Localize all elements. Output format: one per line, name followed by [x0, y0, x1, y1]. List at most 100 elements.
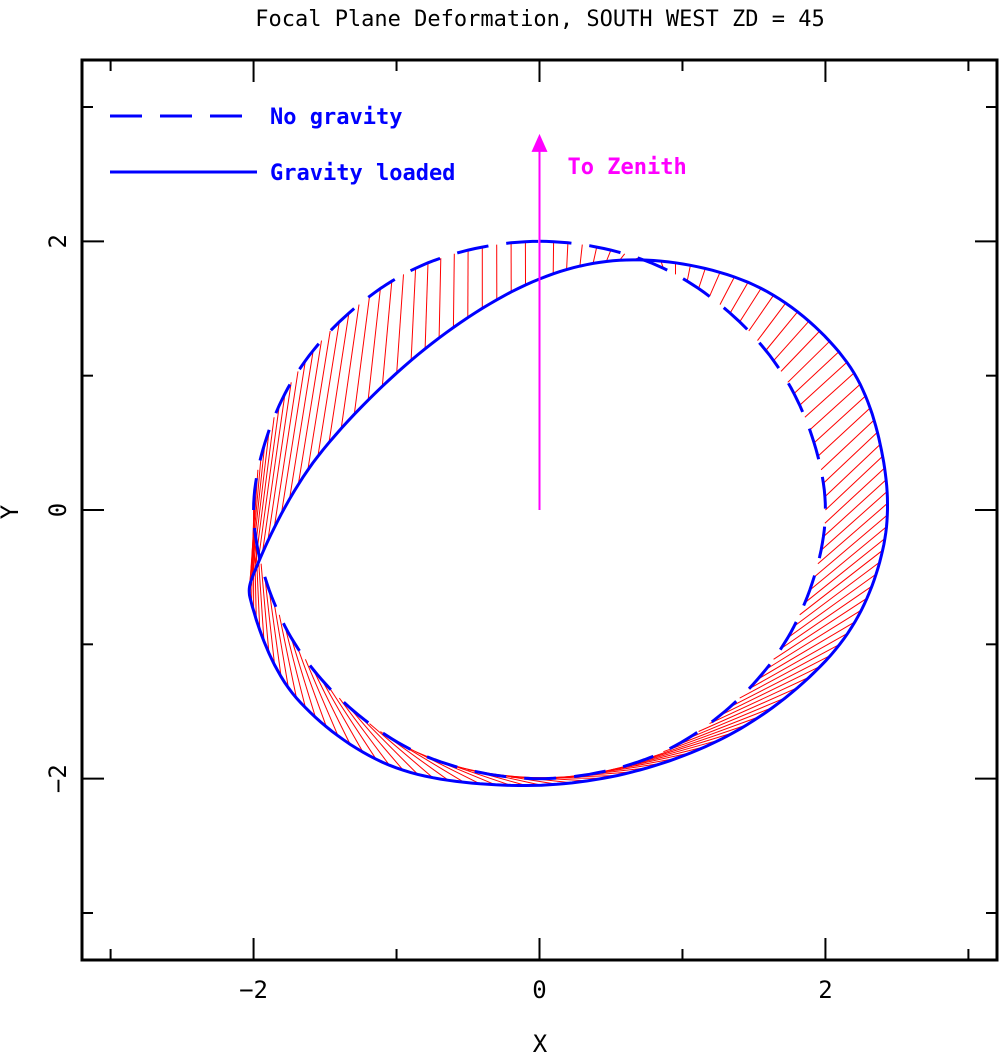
hatch-line	[765, 609, 862, 670]
hatch-line	[824, 444, 881, 498]
tick-labels: −2 0 2 −2 0 2	[44, 234, 833, 1004]
hatch-line	[321, 679, 364, 753]
curves	[247, 239, 889, 787]
hatch-line	[817, 407, 871, 457]
hatch-line	[804, 372, 855, 418]
x-tick-label: 2	[818, 976, 832, 1004]
hatch-line	[650, 724, 747, 758]
hatch-line	[260, 563, 270, 654]
hatch-fill	[248, 241, 888, 786]
axis-ticks	[82, 60, 997, 960]
hatch-line	[719, 276, 735, 305]
hatch-line	[381, 281, 393, 387]
hatch-line	[403, 745, 481, 785]
hatch-line	[579, 244, 583, 267]
y-tick-label: 0	[44, 503, 72, 517]
hatch-line	[340, 304, 360, 429]
hatch-line	[765, 311, 798, 351]
hatch-line	[825, 455, 883, 511]
hatch-line	[787, 340, 830, 383]
hatch-line	[284, 626, 306, 708]
chart-title: Focal Plane Deformation, SOUTH WEST ZD =…	[255, 7, 825, 32]
hatch-line	[820, 491, 888, 551]
hatch-line	[809, 383, 861, 431]
hatch-line	[817, 502, 888, 565]
hatch-line	[304, 659, 339, 736]
hatch-line	[799, 361, 848, 406]
hatch-line	[261, 393, 286, 554]
hatch-line	[748, 632, 849, 690]
zenith-label: To Zenith	[568, 155, 687, 180]
hatch-line	[255, 536, 261, 631]
y-tick-label: 2	[44, 234, 72, 248]
x-tick-label: 0	[532, 976, 546, 1004]
hatch-line	[686, 265, 691, 282]
hatch-line	[297, 340, 322, 485]
legend: No gravity Gravity loaded	[110, 105, 455, 186]
hatch-line	[367, 288, 381, 401]
hatch-line	[698, 268, 706, 289]
hatch-line	[804, 538, 886, 604]
hatch-line	[809, 526, 887, 591]
hatch-line	[353, 296, 370, 415]
hatch-line	[280, 360, 306, 514]
hatch-line	[358, 715, 419, 775]
hatch-line	[793, 561, 881, 627]
hatch-line	[338, 697, 390, 766]
hatch-line	[566, 242, 569, 270]
annotation: To Zenith	[531, 133, 687, 510]
hatch-line	[348, 706, 404, 771]
legend-label-gravity-loaded: Gravity loaded	[270, 161, 455, 186]
hatch-line	[317, 321, 340, 457]
hatch-line	[257, 405, 280, 564]
hatch-line	[823, 479, 887, 538]
hatch-line	[248, 456, 262, 589]
x-axis-label: X	[533, 1030, 548, 1057]
hatch-line	[820, 419, 875, 471]
hatch-line	[709, 676, 810, 725]
hatch-line	[328, 313, 350, 443]
hatch-line	[780, 330, 820, 372]
hatch-line	[773, 320, 810, 362]
hatch-line	[267, 382, 292, 542]
hatch-line	[698, 687, 798, 732]
hatch-line	[278, 614, 297, 699]
hatch-line	[592, 246, 598, 264]
hatch-line	[709, 272, 721, 297]
hatch-line	[773, 597, 868, 660]
hatch-line	[452, 253, 455, 328]
hatch-line	[257, 550, 265, 642]
hatch-line	[823, 431, 878, 484]
hatch-line	[793, 351, 840, 394]
hatch-line	[297, 648, 327, 727]
hatch-line	[687, 697, 786, 740]
hatch-line	[249, 442, 266, 585]
hatch-line	[605, 249, 612, 262]
hatch-line	[396, 274, 404, 374]
x-tick-label: −2	[239, 976, 268, 1004]
hatch-line	[729, 654, 831, 708]
hatch-line	[813, 514, 888, 578]
hatch-line	[787, 573, 877, 639]
hatch-line	[824, 467, 885, 524]
hatch-line	[813, 395, 866, 444]
legend-label-no-gravity: No gravity	[270, 105, 402, 130]
hatch-line	[329, 688, 377, 760]
zenith-arrowhead	[531, 133, 548, 152]
hatch-line	[307, 330, 331, 471]
hatch-line	[675, 707, 773, 747]
hatch-line	[273, 602, 289, 688]
hatch-line	[251, 429, 270, 579]
hatch-line	[799, 549, 883, 616]
hatch-line	[268, 590, 282, 677]
hatch-line	[719, 665, 821, 716]
y-axis-label: Y	[0, 504, 24, 519]
hatch-line	[290, 637, 316, 718]
hatch-line	[424, 262, 429, 349]
hatch-line	[264, 577, 276, 666]
hatch-line	[663, 716, 760, 753]
y-tick-label: −2	[44, 764, 72, 793]
hatch-line	[780, 585, 873, 650]
hatch-line	[739, 643, 840, 699]
hatch-line	[757, 302, 787, 341]
